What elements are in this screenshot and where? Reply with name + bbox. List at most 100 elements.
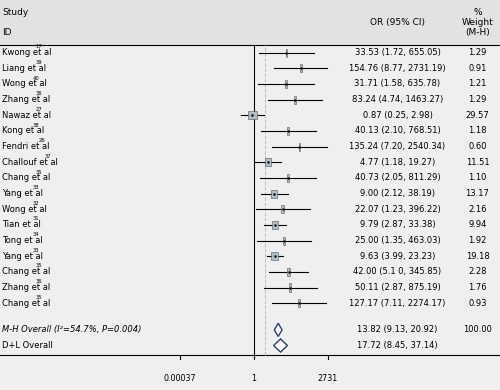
Text: 40.73 (2.05, 811.29): 40.73 (2.05, 811.29) bbox=[354, 174, 440, 183]
Text: 42.00 (5.1 0, 345.85): 42.00 (5.1 0, 345.85) bbox=[354, 268, 442, 277]
Text: 1.29: 1.29 bbox=[468, 95, 486, 104]
Text: Kong et al: Kong et al bbox=[2, 126, 45, 135]
Text: 50.11 (2.87, 875.19): 50.11 (2.87, 875.19) bbox=[354, 283, 440, 292]
Text: Wong et al: Wong et al bbox=[2, 80, 48, 89]
Text: 36: 36 bbox=[36, 91, 42, 96]
Text: 1.21: 1.21 bbox=[468, 80, 486, 89]
Text: 0.87 (0.25, 2.98): 0.87 (0.25, 2.98) bbox=[362, 111, 432, 120]
Text: 39: 39 bbox=[36, 60, 42, 65]
Text: 25.00 (1.35, 463.03): 25.00 (1.35, 463.03) bbox=[354, 236, 440, 245]
Text: 17: 17 bbox=[36, 44, 43, 49]
Text: 4.77 (1.18, 19.27): 4.77 (1.18, 19.27) bbox=[360, 158, 435, 167]
Text: 127.17 (7.11, 2274.17): 127.17 (7.11, 2274.17) bbox=[350, 299, 446, 308]
Text: 33: 33 bbox=[32, 248, 39, 253]
Text: Kwong et al: Kwong et al bbox=[2, 48, 52, 57]
Text: Tong et al: Tong et al bbox=[2, 236, 43, 245]
Text: Fendri et al: Fendri et al bbox=[2, 142, 50, 151]
Text: 31.71 (1.58, 635.78): 31.71 (1.58, 635.78) bbox=[354, 80, 440, 89]
Text: Tian et al: Tian et al bbox=[2, 220, 42, 229]
Text: 38: 38 bbox=[32, 122, 39, 128]
Text: 31: 31 bbox=[32, 216, 39, 222]
Bar bbox=[300, 64, 302, 73]
Text: D+L Overall: D+L Overall bbox=[2, 341, 54, 350]
Bar bbox=[282, 205, 284, 213]
Text: %
Weight
(M-H): % Weight (M-H) bbox=[462, 7, 494, 37]
Text: 0.91: 0.91 bbox=[468, 64, 486, 73]
Text: Nawaz et al: Nawaz et al bbox=[2, 111, 51, 120]
Text: 1.18: 1.18 bbox=[468, 126, 487, 135]
Text: 17.72 (8.45, 37.14): 17.72 (8.45, 37.14) bbox=[357, 341, 438, 350]
Text: OR (95% CI): OR (95% CI) bbox=[370, 18, 425, 27]
Text: Liang et al: Liang et al bbox=[2, 64, 46, 73]
Text: 36: 36 bbox=[36, 279, 42, 284]
Text: 35: 35 bbox=[36, 264, 42, 268]
Text: 22.07 (1.23, 396.22): 22.07 (1.23, 396.22) bbox=[354, 205, 440, 214]
Polygon shape bbox=[274, 339, 287, 352]
Text: Study: Study bbox=[2, 8, 29, 17]
Text: 26: 26 bbox=[38, 138, 46, 143]
Bar bbox=[282, 236, 285, 245]
Text: 1.92: 1.92 bbox=[468, 236, 486, 245]
Text: Zhang et al: Zhang et al bbox=[2, 95, 51, 104]
Text: 1: 1 bbox=[251, 374, 256, 383]
Text: 37: 37 bbox=[44, 154, 51, 159]
Bar bbox=[288, 174, 289, 182]
Text: 9.63 (3.99, 23.23): 9.63 (3.99, 23.23) bbox=[360, 252, 435, 261]
Text: 1.29: 1.29 bbox=[468, 48, 486, 57]
Polygon shape bbox=[274, 323, 282, 337]
Bar bbox=[0, 0, 500, 45]
Text: 40: 40 bbox=[32, 76, 39, 81]
Text: 83.24 (4.74, 1463.27): 83.24 (4.74, 1463.27) bbox=[352, 95, 443, 104]
Text: 29.57: 29.57 bbox=[466, 111, 489, 120]
Text: 0.60: 0.60 bbox=[468, 142, 487, 151]
Text: 100.00: 100.00 bbox=[463, 325, 492, 334]
Text: Challouf et al: Challouf et al bbox=[2, 158, 58, 167]
Text: Yang et al: Yang et al bbox=[2, 189, 43, 198]
Text: 40.13 (2.10, 768.51): 40.13 (2.10, 768.51) bbox=[354, 126, 440, 135]
Text: Chang et al: Chang et al bbox=[2, 299, 51, 308]
Text: 33.53 (1.72, 655.05): 33.53 (1.72, 655.05) bbox=[354, 48, 440, 57]
Text: 11.51: 11.51 bbox=[466, 158, 489, 167]
Bar bbox=[266, 158, 271, 167]
Text: 34: 34 bbox=[32, 232, 39, 237]
Text: Yang et al: Yang et al bbox=[2, 252, 43, 261]
Text: 135.24 (7.20, 2540.34): 135.24 (7.20, 2540.34) bbox=[350, 142, 446, 151]
Text: 9.79 (2.87, 33.38): 9.79 (2.87, 33.38) bbox=[360, 220, 436, 229]
Text: 35: 35 bbox=[36, 170, 42, 174]
Text: 33: 33 bbox=[32, 185, 39, 190]
Bar bbox=[294, 96, 296, 104]
Text: 27: 27 bbox=[36, 107, 43, 112]
Bar bbox=[288, 268, 290, 276]
Bar bbox=[298, 299, 300, 307]
Bar bbox=[271, 190, 277, 198]
Bar bbox=[289, 284, 292, 292]
Text: 1.10: 1.10 bbox=[468, 174, 486, 183]
Text: 19.18: 19.18 bbox=[466, 252, 489, 261]
Text: 13.17: 13.17 bbox=[466, 189, 489, 198]
Text: 35: 35 bbox=[36, 295, 42, 300]
Bar bbox=[248, 111, 257, 119]
Bar bbox=[271, 252, 278, 260]
Text: 0.93: 0.93 bbox=[468, 299, 487, 308]
Text: 2731: 2731 bbox=[318, 374, 338, 383]
Bar bbox=[287, 127, 289, 135]
Text: ID: ID bbox=[2, 28, 12, 37]
Text: M-H Overall (I²=54.7%, P=0.004): M-H Overall (I²=54.7%, P=0.004) bbox=[2, 325, 142, 334]
Text: Chang et al: Chang et al bbox=[2, 268, 51, 277]
Text: 9.94: 9.94 bbox=[468, 220, 486, 229]
Text: 1.76: 1.76 bbox=[468, 283, 487, 292]
Text: 13.82 (9.13, 20.92): 13.82 (9.13, 20.92) bbox=[358, 325, 438, 334]
Text: Wong et al: Wong et al bbox=[2, 205, 48, 214]
Bar bbox=[298, 143, 300, 151]
Text: 32: 32 bbox=[32, 201, 39, 206]
Bar bbox=[272, 221, 278, 229]
Text: 2.28: 2.28 bbox=[468, 268, 487, 277]
Text: Zhang et al: Zhang et al bbox=[2, 283, 51, 292]
Bar bbox=[286, 49, 288, 57]
Text: Chang et al: Chang et al bbox=[2, 174, 51, 183]
Text: 154.76 (8.77, 2731.19): 154.76 (8.77, 2731.19) bbox=[349, 64, 446, 73]
Bar bbox=[285, 80, 287, 88]
Text: 9.00 (2.12, 38.19): 9.00 (2.12, 38.19) bbox=[360, 189, 435, 198]
Text: 0.00037: 0.00037 bbox=[164, 374, 196, 383]
Text: 2.16: 2.16 bbox=[468, 205, 487, 214]
